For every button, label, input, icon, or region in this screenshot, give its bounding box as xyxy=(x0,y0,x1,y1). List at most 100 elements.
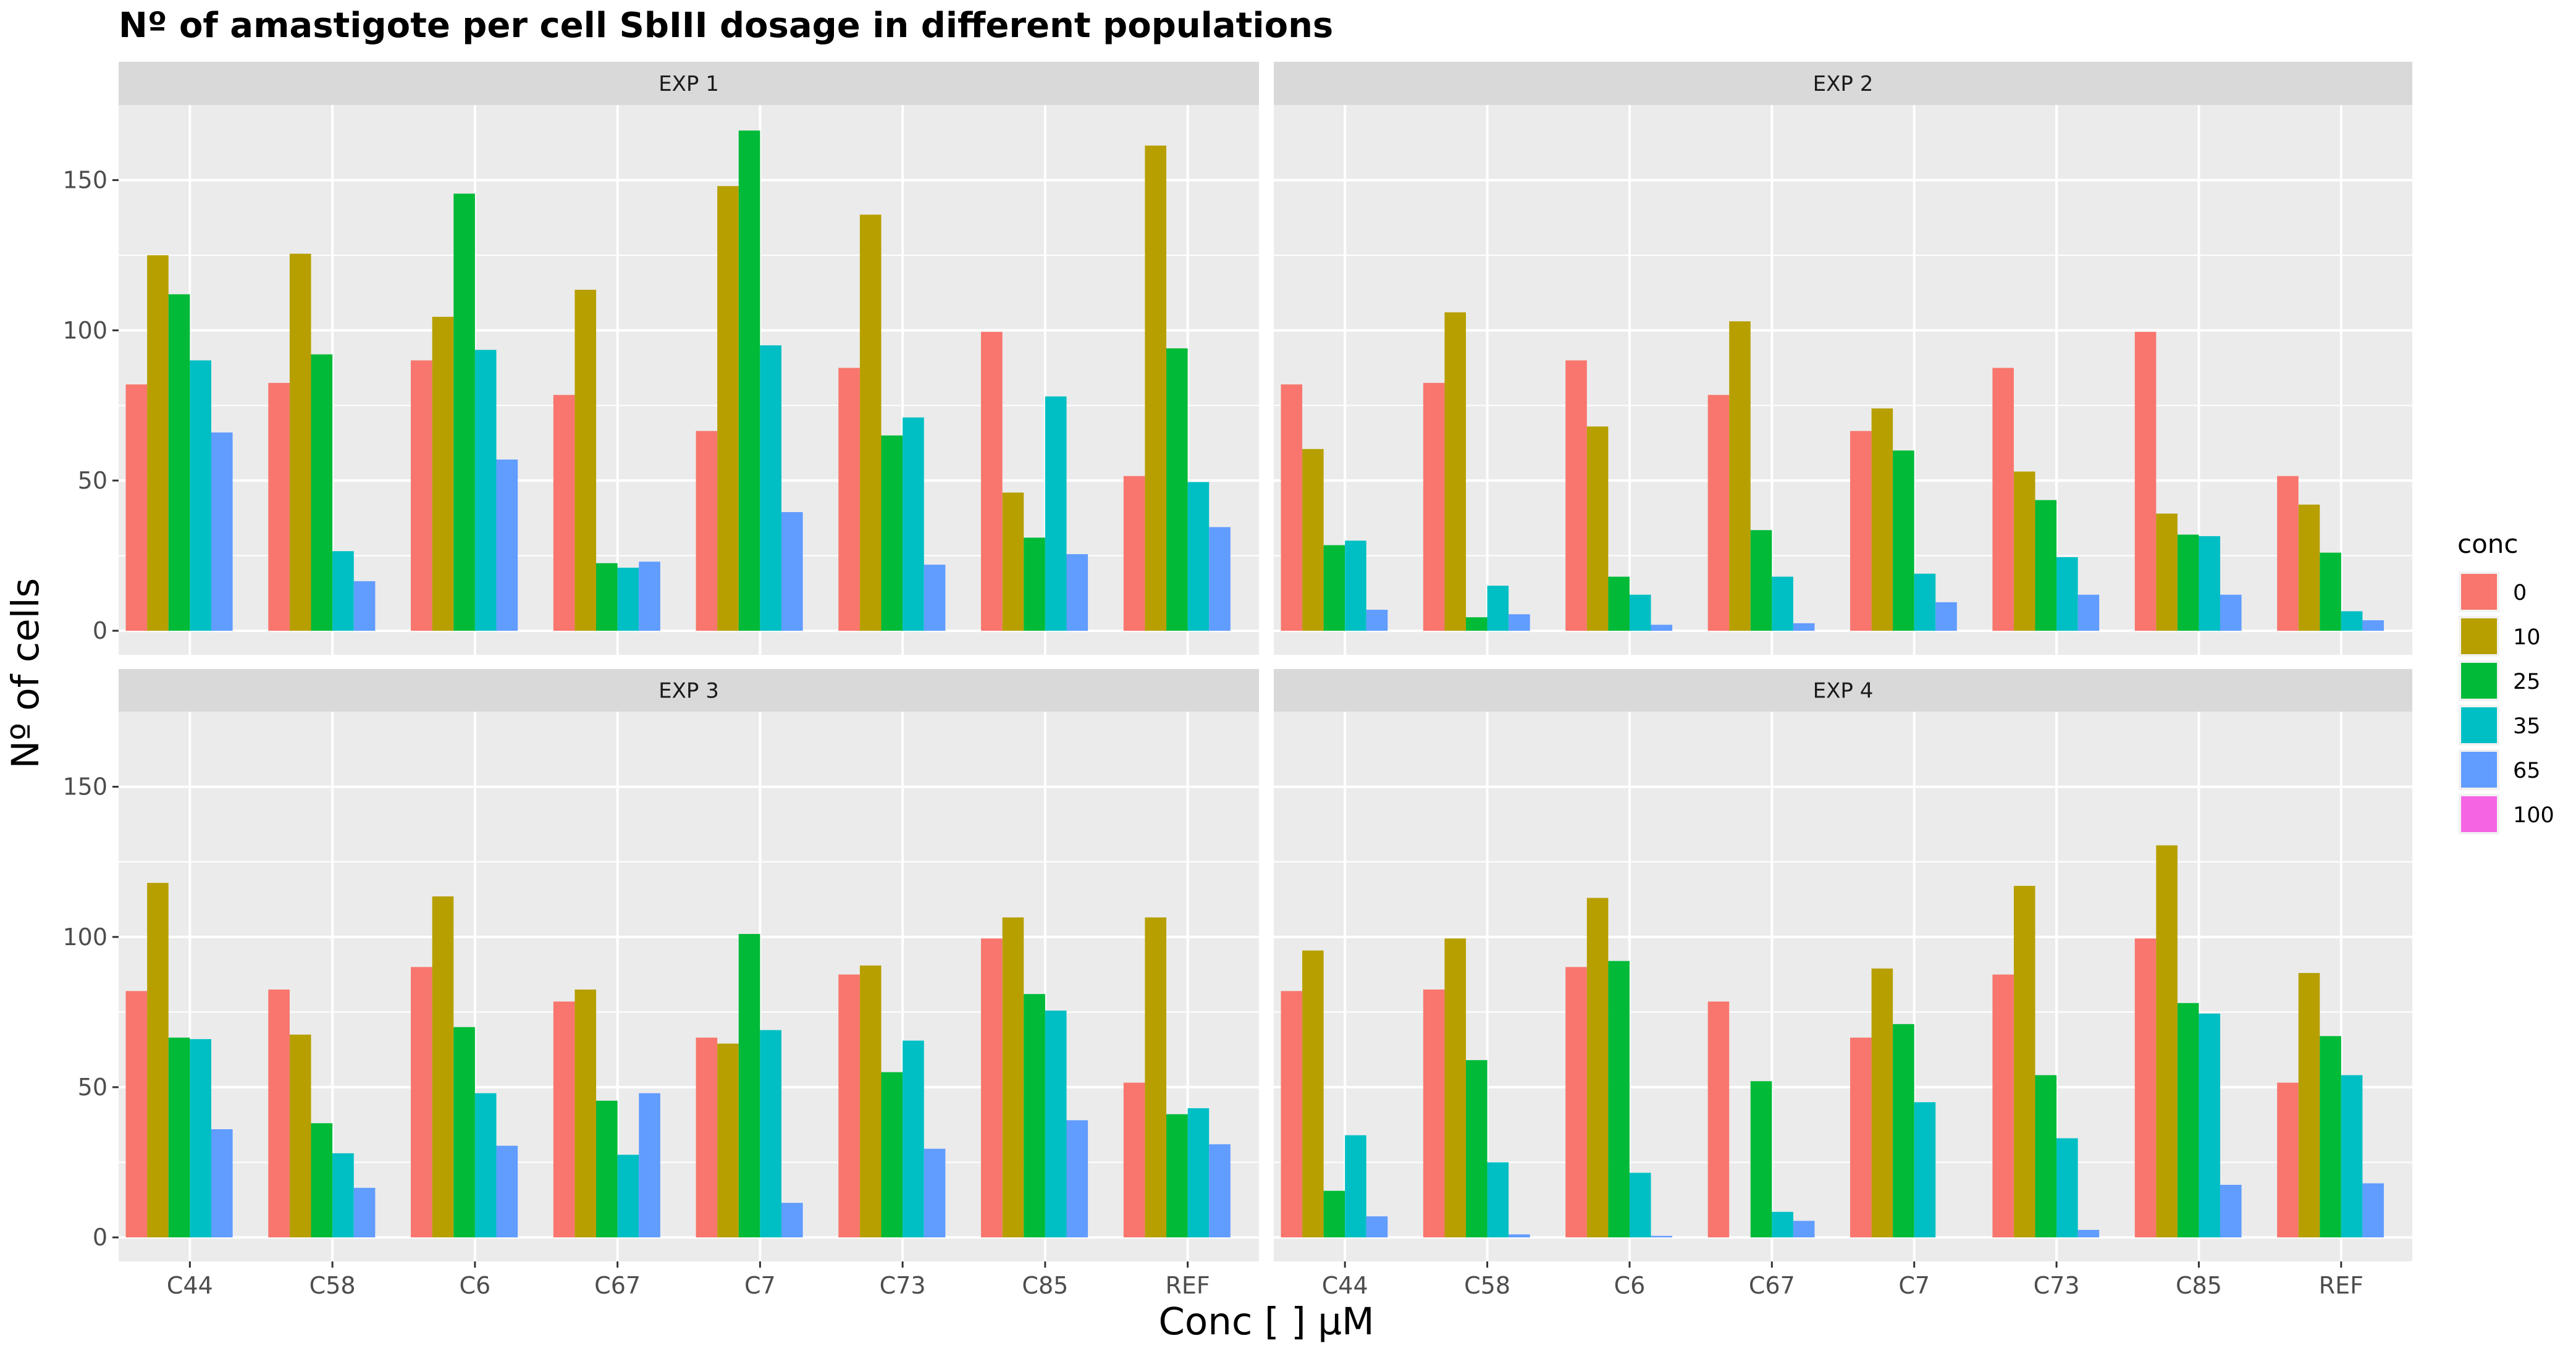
y-tick-label: 50 xyxy=(78,467,107,494)
bar xyxy=(1045,396,1067,631)
bar xyxy=(168,1037,190,1238)
bar xyxy=(596,1100,618,1238)
bar xyxy=(1629,1172,1651,1238)
bar xyxy=(2013,886,2035,1238)
bar xyxy=(268,989,290,1238)
legend-swatch xyxy=(2461,618,2497,654)
bar xyxy=(1729,321,1751,631)
bar xyxy=(1793,1221,1815,1238)
bar xyxy=(496,1145,518,1238)
bar xyxy=(147,883,169,1238)
facet-strip-label: EXP 1 xyxy=(659,72,719,96)
bar xyxy=(1509,614,1530,631)
bar xyxy=(1366,1216,1388,1238)
facet-strip-label: EXP 2 xyxy=(1813,72,1874,96)
bar xyxy=(2341,1075,2363,1238)
y-tick-label: 150 xyxy=(62,773,107,801)
legend-title: conc xyxy=(2457,529,2519,559)
bar xyxy=(1323,1190,1345,1238)
bar xyxy=(353,1187,376,1238)
bar xyxy=(1024,994,1045,1238)
legend-label: 0 xyxy=(2513,581,2527,605)
bar xyxy=(981,938,1003,1238)
y-axis-title: Nº of cells xyxy=(4,578,48,769)
bar xyxy=(981,332,1003,631)
bar xyxy=(553,1001,575,1238)
x-tick-label: C7 xyxy=(1898,1272,1930,1299)
bar xyxy=(553,395,575,631)
bar xyxy=(190,360,211,631)
bar xyxy=(289,1034,311,1238)
bar xyxy=(2362,1183,2384,1238)
bar xyxy=(496,459,518,631)
legend: conc 0 10 25 35 65 100 xyxy=(2457,529,2554,835)
legend-label: 25 xyxy=(2513,670,2541,694)
bar xyxy=(332,1153,354,1238)
bar xyxy=(2077,1229,2100,1238)
y-tick-label: 100 xyxy=(62,924,107,951)
bar xyxy=(1871,408,1893,631)
bar xyxy=(311,354,333,631)
bar xyxy=(738,933,760,1238)
bar xyxy=(1487,586,1509,631)
x-tick-label: C85 xyxy=(2176,1272,2222,1299)
bar xyxy=(2341,611,2363,631)
bar xyxy=(432,316,454,631)
bar xyxy=(881,1072,903,1238)
x-tick-label: C6 xyxy=(460,1272,491,1299)
bar xyxy=(1345,1135,1366,1238)
bar xyxy=(1914,1102,1936,1238)
x-tick-label: C6 xyxy=(1614,1272,1646,1299)
bar xyxy=(924,1148,946,1238)
bar xyxy=(1302,448,1324,631)
bar xyxy=(1850,1037,1872,1238)
bar xyxy=(147,255,169,631)
bar xyxy=(125,384,148,631)
bar xyxy=(2320,1036,2341,1238)
bar xyxy=(2035,500,2057,631)
bar xyxy=(2277,1082,2299,1238)
bar xyxy=(311,1123,333,1238)
bar xyxy=(1302,950,1324,1238)
bar xyxy=(411,360,432,631)
bar xyxy=(1145,145,1167,631)
legend-label: 100 xyxy=(2513,803,2554,828)
legend-label: 10 xyxy=(2513,625,2541,650)
bar xyxy=(738,130,760,631)
bar xyxy=(1444,312,1467,631)
bar xyxy=(2156,845,2178,1238)
bar xyxy=(903,1040,924,1238)
bar xyxy=(1281,384,1303,631)
bar xyxy=(1423,989,1445,1238)
bar xyxy=(2298,504,2320,631)
bar xyxy=(1166,348,1188,631)
bar xyxy=(639,562,660,631)
bar xyxy=(1045,1010,1067,1238)
chart-title: Nº of amastigote per cell SbIII dosage i… xyxy=(119,6,1333,46)
bar xyxy=(1651,625,1673,631)
bar xyxy=(1366,610,1388,631)
bar xyxy=(411,967,432,1238)
bar xyxy=(1850,431,1872,631)
bar xyxy=(903,417,924,631)
bar xyxy=(1466,1060,1488,1238)
bar xyxy=(859,965,882,1238)
bar xyxy=(1123,1082,1145,1238)
bar xyxy=(1024,537,1045,631)
x-tick-label: C85 xyxy=(1022,1272,1068,1299)
y-tick-label: 0 xyxy=(93,1224,107,1251)
y-tick-label: 150 xyxy=(62,167,107,194)
bar xyxy=(432,896,454,1238)
bar xyxy=(474,350,497,631)
bar xyxy=(332,551,354,631)
bar xyxy=(2277,476,2299,631)
panel-4: EXP 4 C44 C58 C6 C67 C7 C73 C85 REF xyxy=(1274,669,2412,1299)
y-tick-label: 0 xyxy=(93,617,107,644)
x-tick-label: C7 xyxy=(744,1272,776,1299)
bar xyxy=(924,565,946,631)
x-tick-label: C67 xyxy=(594,1272,641,1299)
bar xyxy=(190,1039,211,1238)
legend-swatch xyxy=(2461,574,2497,610)
bar xyxy=(1123,476,1145,631)
bar xyxy=(2035,1075,2057,1238)
